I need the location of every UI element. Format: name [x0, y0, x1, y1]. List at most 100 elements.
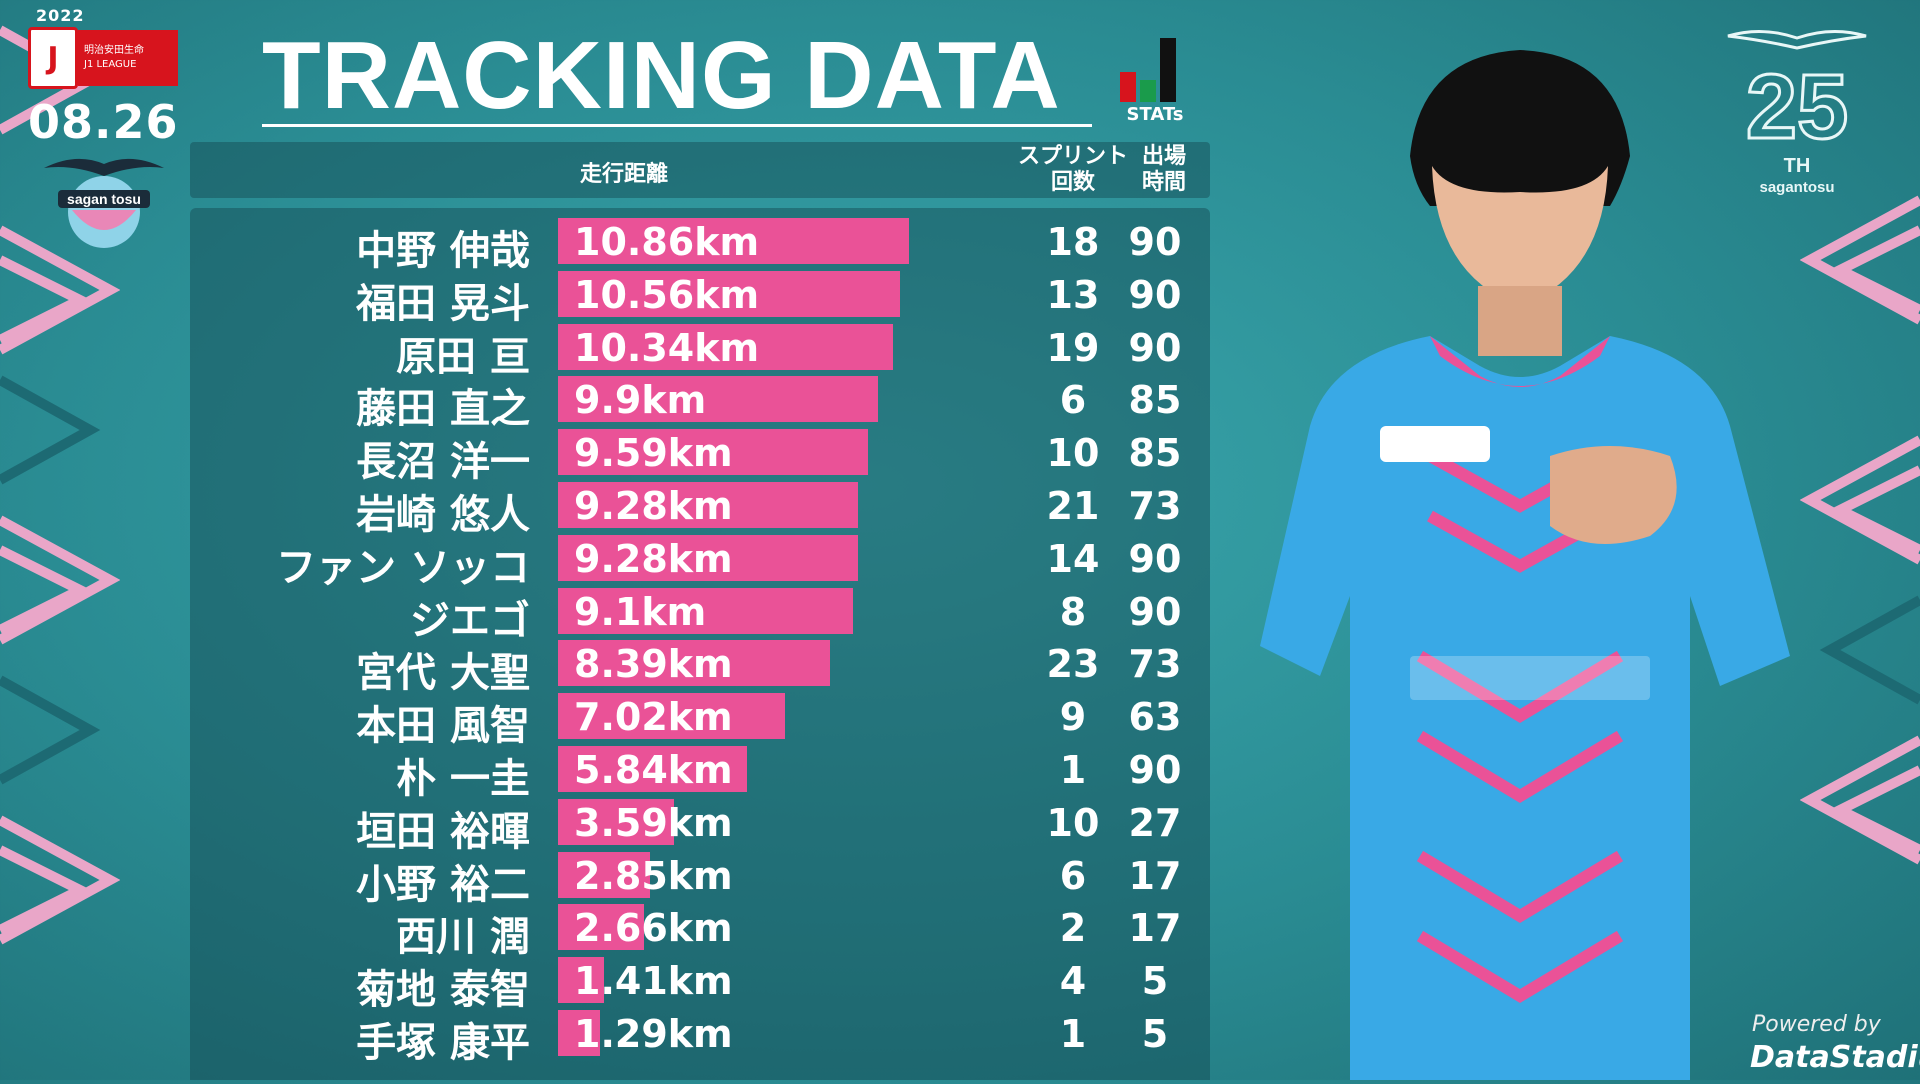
player-photo — [1250, 36, 1790, 1080]
distance-bar — [558, 270, 900, 317]
minutes-played: 5 — [1141, 959, 1169, 1004]
sprint-count: 14 — [1046, 536, 1100, 581]
player-name: 藤田 直之 — [356, 386, 530, 433]
minutes-played: 90 — [1128, 325, 1182, 370]
stats-label: STATs — [1126, 104, 1184, 125]
league-name: J1 LEAGUE — [84, 59, 137, 70]
anniversary-club: sagantosu — [1759, 179, 1834, 196]
player-row: 長沼 洋一 9.59km 10 85 — [190, 425, 1210, 485]
minutes-played: 73 — [1128, 484, 1182, 528]
sprint-count: 6 — [1059, 853, 1087, 898]
distance-label: 9.59km — [574, 431, 733, 476]
player-row: 朴 一圭 5.84km 1 90 — [190, 742, 1210, 802]
sprint-count: 1 — [1059, 748, 1087, 792]
player-row: 中野 伸哉 10.86km 18 90 — [190, 214, 1210, 274]
distance-bar — [558, 587, 853, 634]
sprint-count: 6 — [1059, 378, 1087, 423]
distance-bar — [558, 482, 859, 528]
minutes-column-header: 出場 時間 — [1134, 144, 1194, 196]
distance-label: 10.86km — [574, 220, 760, 264]
minutes-played: 17 — [1128, 906, 1182, 951]
player-row: 垣田 裕暉 3.59km 10 27 — [190, 795, 1210, 855]
sprint-count: 19 — [1046, 325, 1100, 370]
player-row: 西川 潤 2.66km 2 17 — [190, 900, 1210, 960]
sprint-count: 10 — [1046, 431, 1100, 476]
distance-label: 1.41km — [574, 959, 733, 1004]
distance-label: 10.56km — [574, 272, 760, 317]
data-provider-logo: DataStadium — [1750, 1040, 1920, 1075]
distance-label: 9.28km — [574, 536, 733, 581]
player-row: ファン ソッコ 9.28km 14 90 — [190, 531, 1210, 591]
minutes-header-line1: 出場 — [1141, 144, 1186, 169]
player-name: ジエゴ — [410, 597, 530, 644]
table-header: 走行距離 スプリント 回数 出場 時間 — [190, 142, 1210, 198]
player-row: 宮代 大聖 8.39km 23 73 — [190, 636, 1210, 696]
player-name: 原田 亘 — [396, 333, 530, 380]
distance-bar — [558, 376, 879, 423]
player-name: 西川 潤 — [396, 914, 530, 961]
distance-bar — [558, 693, 786, 740]
minutes-played: 90 — [1128, 748, 1182, 792]
league-sponsor: 明治安田生命 — [84, 45, 144, 56]
player-name: 朴 一圭 — [396, 756, 530, 802]
distance-label: 9.28km — [574, 484, 733, 528]
match-date: 08.26 — [28, 95, 179, 149]
distance-bar — [558, 957, 604, 1004]
distance-bar — [558, 1010, 600, 1056]
player-row: 岩崎 悠人 9.28km 21 73 — [190, 478, 1210, 538]
minutes-played: 5 — [1141, 1012, 1169, 1056]
player-name: 福田 晃斗 — [356, 280, 530, 327]
minutes-played: 85 — [1128, 378, 1182, 423]
sprint-count: 21 — [1046, 484, 1100, 528]
season-year: 2022 — [36, 6, 85, 25]
distance-label: 9.9km — [574, 378, 707, 423]
player-row: 本田 風智 7.02km 9 63 — [190, 689, 1210, 749]
sprint-header-line1: スプリント — [1017, 144, 1128, 169]
sprint-count: 13 — [1046, 272, 1100, 317]
minutes-played: 73 — [1128, 642, 1182, 687]
club-name: sagan tosu — [67, 191, 141, 207]
anniversary-number: 25 — [1746, 56, 1848, 158]
right-chevron-decoration — [1799, 0, 1920, 1080]
player-row: 小野 裕二 2.85km 6 17 — [190, 848, 1210, 908]
sprint-count: 18 — [1046, 220, 1100, 264]
sprint-count: 1 — [1059, 1012, 1087, 1056]
distance-label: 3.59km — [574, 800, 733, 845]
player-name: ファン ソッコ — [276, 544, 530, 591]
distance-bar — [558, 904, 645, 951]
minutes-played: 90 — [1128, 220, 1182, 264]
player-name: 本田 風智 — [356, 703, 530, 750]
player-name: 垣田 裕暉 — [356, 808, 530, 855]
powered-by-label: Powered by — [1752, 1012, 1881, 1037]
player-row: 手塚 康平 1.29km 1 5 — [190, 1006, 1210, 1066]
25th-anniversary-emblem: 25 TH sagantosu — [1722, 26, 1872, 206]
minutes-played: 27 — [1128, 800, 1182, 845]
distance-bar — [558, 640, 830, 687]
distance-label: 2.85km — [574, 853, 733, 898]
distance-bar — [558, 851, 651, 898]
sprint-count: 10 — [1046, 800, 1100, 845]
title-underline — [262, 124, 1092, 127]
sprint-count: 2 — [1059, 906, 1087, 951]
player-name: 手塚 康平 — [356, 1020, 530, 1066]
league-block: 2022 J 明治安田生命 J1 LEAGUE 08.26 — [28, 6, 179, 149]
distance-column-header: 走行距離 — [580, 162, 669, 187]
distance-bar — [558, 323, 893, 370]
j-league-badge: J 明治安田生命 J1 LEAGUE — [28, 27, 179, 89]
minutes-played: 90 — [1128, 589, 1182, 634]
minutes-played: 90 — [1128, 272, 1182, 317]
stats-bars-icon — [1120, 38, 1190, 102]
distance-label: 9.1km — [574, 589, 707, 634]
minutes-played: 85 — [1128, 431, 1182, 476]
sprint-count: 9 — [1059, 695, 1087, 740]
distance-label: 2.66km — [574, 906, 733, 951]
distance-label: 5.84km — [574, 748, 733, 792]
sagan-tosu-crest: sagan tosu — [36, 150, 172, 250]
distance-bar — [558, 746, 747, 792]
page-title: TRACKING DATA — [262, 22, 1061, 129]
player-name: 中野 伸哉 — [356, 228, 530, 274]
distance-label: 1.29km — [574, 1012, 733, 1056]
minutes-played: 90 — [1128, 536, 1182, 581]
player-name: 小野 裕二 — [356, 861, 530, 908]
distance-bar — [558, 218, 910, 264]
